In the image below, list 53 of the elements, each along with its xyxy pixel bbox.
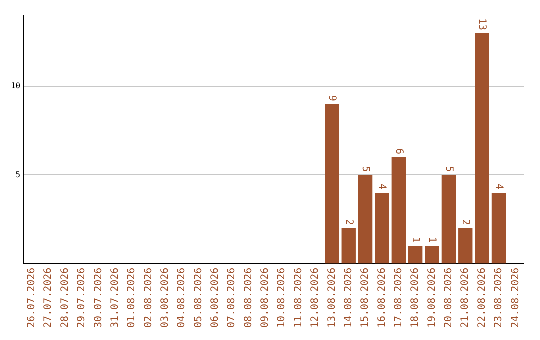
x-tick-label: 18.08.2026 [410,268,422,328]
x-tick-label: 19.08.2026 [426,268,438,328]
x-tick-label: 21.08.2026 [460,268,472,328]
data-label: 5 [360,166,371,172]
x-tick-label: 14.08.2026 [343,268,354,328]
x-tick-label: 07.08.2026 [226,268,238,328]
bar [408,246,423,264]
x-tick-label: 09.08.2026 [260,268,272,328]
x-tick-label: 05.08.2026 [193,268,204,328]
x-tick-label: 22.08.2026 [476,268,488,328]
x-tick-label: 02.08.2026 [143,268,154,328]
bar [325,104,340,264]
x-tick-label: 08.08.2026 [243,268,254,328]
data-label: 1 [410,237,421,244]
data-label: 13 [476,18,488,31]
data-label: 4 [376,184,388,190]
x-tick-label: 31.07.2026 [110,268,121,328]
x-tick-label: 04.08.2026 [176,268,188,328]
bar [458,228,473,264]
x-tick-label: 28.07.2026 [60,268,71,328]
bar [375,192,390,264]
data-label: 5 [443,166,454,172]
x-tick-label: 06.08.2026 [210,268,222,328]
bar [342,228,356,264]
x-tick-label: 24.08.2026 [510,268,522,328]
x-tick-label: 13.08.2026 [326,268,338,328]
x-tick-label: 03.08.2026 [160,268,171,328]
data-label: 4 [493,184,504,190]
data-label: 2 [460,219,472,226]
bar [425,246,440,264]
x-tick-label: 30.07.2026 [93,268,104,328]
x-tick-label: 12.08.2026 [310,268,322,328]
x-tick-label: 27.07.2026 [43,268,54,328]
bar [492,192,506,264]
bar [392,158,406,264]
x-tick-label: 01.08.2026 [126,268,138,328]
x-tick-label: 20.08.2026 [444,268,455,328]
y-tick-label: 10 [10,82,21,91]
x-tick-label: 29.07.2026 [76,268,88,328]
data-label: 6 [393,148,404,155]
data-label: 9 [326,95,338,102]
x-tick-label: 15.08.2026 [360,268,372,328]
x-tick-label: 26.07.2026 [26,268,38,328]
bar [358,175,373,264]
bar [475,34,490,264]
data-label: 2 [343,219,354,226]
x-tick-label: 23.08.2026 [494,268,505,328]
x-tick-label: 16.08.2026 [376,268,388,328]
x-tick-label: 10.08.2026 [276,268,288,328]
x-tick-label: 17.08.2026 [394,268,404,328]
data-label: 1 [426,237,438,244]
x-tick-label: 11.08.2026 [293,268,304,328]
bar [442,175,456,264]
